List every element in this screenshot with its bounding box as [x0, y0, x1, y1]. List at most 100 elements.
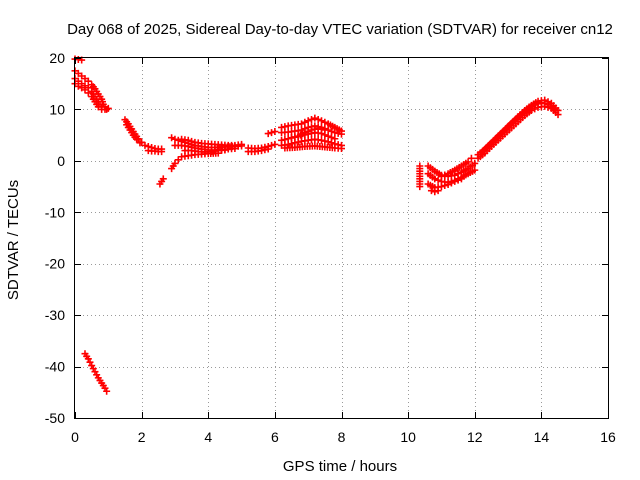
plot-frame — [74, 57, 609, 419]
chart-title: Day 068 of 2025, Sidereal Day-to-day VTE… — [67, 21, 613, 38]
data-point — [271, 140, 279, 148]
data-point — [437, 183, 445, 191]
x-tick-label: 0 — [71, 429, 79, 445]
data-point — [328, 139, 336, 147]
data-point — [301, 118, 309, 126]
x-tick-label: 14 — [534, 429, 550, 445]
series-arc-n — [178, 135, 246, 149]
data-point — [441, 182, 449, 190]
series-arc-x — [416, 162, 424, 191]
series-arc-v — [281, 142, 345, 153]
data-point — [104, 104, 112, 112]
data-point — [318, 117, 326, 125]
data-point — [534, 100, 542, 108]
data-point — [416, 183, 424, 191]
y-tick-label: -30 — [45, 307, 65, 323]
y-tick-label: -50 — [45, 410, 65, 426]
data-point — [427, 187, 435, 195]
data-point — [171, 135, 179, 143]
data-point — [304, 117, 312, 125]
series-arc-w — [288, 124, 329, 142]
y-tick-label: -20 — [45, 256, 65, 272]
data-point — [171, 159, 179, 167]
data-point — [103, 387, 111, 395]
x-tick-labels: 0 2 4 6 8 10 12 14 16 — [71, 429, 616, 445]
data-point — [434, 187, 442, 195]
series-arc-top — [71, 55, 86, 64]
y-axis-label: SDTVAR / TECUs — [5, 180, 22, 300]
y-tick-label: 0 — [57, 153, 65, 169]
data-point — [328, 127, 336, 135]
data-point — [84, 77, 92, 85]
data-point — [457, 175, 465, 183]
data-point — [133, 135, 141, 143]
data-point — [298, 120, 306, 128]
axis-ticks — [75, 58, 609, 419]
x-tick-label: 2 — [138, 429, 146, 445]
series-arc-ad — [474, 102, 562, 162]
series-arc-ac — [437, 154, 475, 180]
data-point — [184, 136, 192, 144]
grid — [75, 58, 608, 418]
series-arc-d — [81, 350, 111, 395]
data-point — [324, 138, 332, 146]
x-tick-label: 10 — [400, 429, 416, 445]
data-point — [454, 176, 462, 184]
data-point — [311, 114, 319, 122]
y-tick-label: -40 — [45, 359, 65, 375]
data-point — [268, 141, 276, 149]
data-point — [301, 129, 309, 137]
data-point — [268, 129, 276, 137]
x-axis-label: GPS time / hours — [283, 458, 397, 475]
data-point — [431, 188, 439, 196]
data-point — [314, 115, 322, 123]
data-point — [304, 127, 312, 135]
data-point — [437, 172, 445, 180]
data-point — [98, 105, 106, 113]
data-point — [168, 134, 176, 142]
data-point — [471, 166, 479, 174]
data-point — [238, 140, 246, 148]
data-point — [441, 171, 449, 179]
data-point — [531, 101, 539, 109]
data-point — [321, 126, 329, 134]
data-point — [471, 159, 479, 167]
x-tick-label: 6 — [271, 429, 279, 445]
series-arc-aa — [424, 175, 465, 192]
data-point — [434, 176, 442, 184]
data-point — [308, 115, 316, 123]
data-point — [159, 175, 167, 183]
series-arc-q — [264, 128, 279, 138]
series-arc-p — [244, 145, 272, 156]
y-tick-label: 20 — [49, 50, 65, 66]
data-point — [264, 130, 272, 138]
data-point — [551, 105, 559, 113]
series-arc-f — [123, 121, 144, 147]
data-point — [84, 89, 92, 97]
series-arc-ab — [427, 187, 442, 196]
y-tick-label: -10 — [45, 204, 65, 220]
data-point — [136, 139, 144, 147]
data-point — [554, 106, 562, 114]
data-point — [431, 175, 439, 183]
data-point — [467, 154, 475, 162]
data-point — [338, 130, 345, 138]
y-tick-label: 10 — [49, 101, 65, 117]
data-point — [464, 158, 472, 166]
data-point — [141, 141, 149, 149]
data-point — [188, 137, 196, 145]
x-tick-label: 4 — [204, 429, 212, 445]
x-tick-label: 12 — [467, 429, 483, 445]
data-points — [71, 55, 562, 395]
data-point — [264, 145, 272, 153]
series-arc-m — [181, 146, 229, 156]
series-arc-af — [477, 99, 559, 157]
series-arc-i — [156, 175, 167, 188]
series-arc-h — [144, 147, 166, 156]
data-point — [451, 177, 459, 185]
data-point — [158, 148, 166, 156]
x-tick-label: 16 — [600, 429, 616, 445]
x-tick-label: 8 — [338, 429, 346, 445]
data-point — [338, 145, 345, 153]
